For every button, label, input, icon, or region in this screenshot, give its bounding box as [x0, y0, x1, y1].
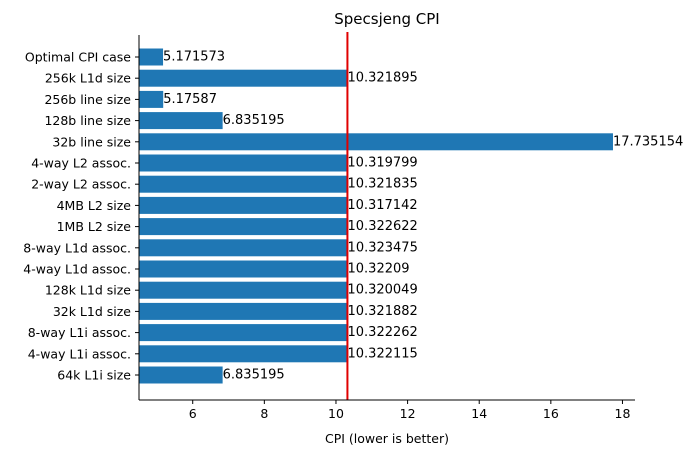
bars-group [139, 48, 613, 384]
bar-value-label: 6.835195 [223, 368, 285, 383]
x-tick-label: 8 [260, 406, 268, 421]
y-tick-label: 256k L1d size [45, 71, 131, 86]
y-tick-label: 8-way L1i assoc. [28, 325, 131, 340]
y-tick-label: 32k L1d size [53, 304, 131, 319]
bar [139, 133, 613, 151]
bar [139, 112, 223, 130]
x-tick-label: 16 [543, 406, 559, 421]
y-tick-label: 128k L1d size [45, 283, 131, 298]
y-tick-label: 4MB L2 size [57, 198, 132, 213]
bar-value-label: 10.321835 [347, 177, 417, 192]
bar [139, 302, 348, 320]
bar [139, 260, 348, 278]
bar-value-label: 5.171573 [163, 50, 225, 65]
bar-value-label: 10.32209 [348, 262, 410, 277]
y-tick-label: 8-way L1d assoc. [23, 240, 131, 255]
y-tick-label: 64k L1i size [57, 368, 131, 383]
bar [139, 196, 348, 214]
bar-value-label: 10.322262 [348, 325, 418, 340]
bar [139, 69, 348, 87]
bar [139, 48, 164, 66]
bar [139, 218, 348, 236]
bar [139, 154, 348, 172]
bar [139, 366, 223, 384]
x-axis-ticks: 6 8 10 12 14 16 18 [189, 400, 631, 421]
y-tick-label: 1MB L2 size [57, 219, 132, 234]
bar-value-label: 10.321895 [347, 71, 417, 86]
bar [139, 239, 348, 257]
bar-value-label: 10.317142 [347, 198, 417, 213]
x-tick-label: 12 [400, 406, 416, 421]
bar [139, 175, 348, 193]
x-tick-label: 10 [328, 406, 344, 421]
y-tick-label: 32b line size [52, 134, 131, 149]
chart-title: Specsjeng CPI [334, 10, 439, 28]
bar-value-label: 10.323475 [348, 240, 418, 255]
x-axis-label: CPI (lower is better) [325, 431, 449, 446]
bar-value-label: 10.320049 [347, 283, 417, 298]
x-tick-label: 14 [471, 406, 487, 421]
bar-value-label: 10.321882 [347, 304, 417, 319]
y-tick-label: 256b line size [44, 92, 131, 107]
x-tick-label: 18 [615, 406, 631, 421]
x-tick-label: 6 [189, 406, 197, 421]
y-tick-label: 4-way L1d assoc. [23, 262, 131, 277]
bar-value-label: 17.735154 [613, 134, 683, 149]
bar [139, 281, 348, 299]
bar [139, 90, 164, 108]
y-tick-label: 2-way L2 assoc. [31, 177, 131, 192]
y-tick-label: 4-way L1i assoc. [28, 346, 131, 361]
bar-value-label: 10.322622 [348, 219, 418, 234]
value-labels-group: 5.171573 10.321895 5.17587 6.835195 17.73515… [163, 50, 683, 383]
bar-value-label: 10.319799 [347, 156, 417, 171]
y-tick-label: 128b line size [44, 113, 131, 128]
bar-value-label: 5.17587 [163, 92, 217, 107]
bar [139, 345, 348, 363]
bar [139, 324, 348, 342]
y-tick-label: Optimal CPI case [25, 50, 131, 65]
bar-value-label: 6.835195 [223, 113, 285, 128]
bar-value-label: 10.322115 [348, 346, 418, 361]
y-axis-ticks: Optimal CPI case 256k L1d size 256b line s… [23, 50, 139, 383]
y-tick-label: 4-way L2 assoc. [31, 156, 131, 171]
